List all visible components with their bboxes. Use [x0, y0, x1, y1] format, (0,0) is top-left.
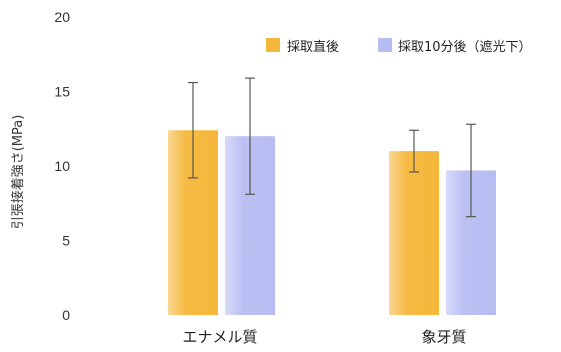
y-tick-label: 10 [54, 158, 70, 174]
category-labels: エナメル質 象牙質 [182, 328, 466, 346]
legend-label: 採取10分後（遮光下） [398, 39, 532, 55]
legend-item: 採取直後 [266, 38, 339, 55]
error-bars [188, 77, 476, 218]
legend-label: 採取直後 [287, 40, 339, 55]
y-tick-label: 5 [62, 233, 70, 249]
y-tick-label: 15 [54, 84, 70, 100]
category-label: エナメル質 [182, 328, 257, 346]
y-axis-ticks: 0 5 10 15 20 [54, 9, 70, 323]
error-bar [466, 123, 476, 218]
legend: 採取直後 採取10分後（遮光下） [266, 38, 532, 55]
error-bar [188, 81, 198, 179]
category-label: 象牙質 [421, 328, 466, 346]
error-bar [409, 129, 419, 173]
legend-item: 採取10分後（遮光下） [378, 38, 532, 55]
error-bar [245, 77, 255, 195]
bars [168, 130, 496, 315]
legend-swatch [266, 38, 280, 52]
bar-immediate-dentin [389, 151, 439, 315]
y-tick-label: 0 [62, 307, 70, 323]
y-tick-label: 20 [54, 9, 70, 25]
y-axis-title: 引張接着強さ(MPa) [10, 115, 26, 230]
legend-swatch [378, 38, 392, 52]
